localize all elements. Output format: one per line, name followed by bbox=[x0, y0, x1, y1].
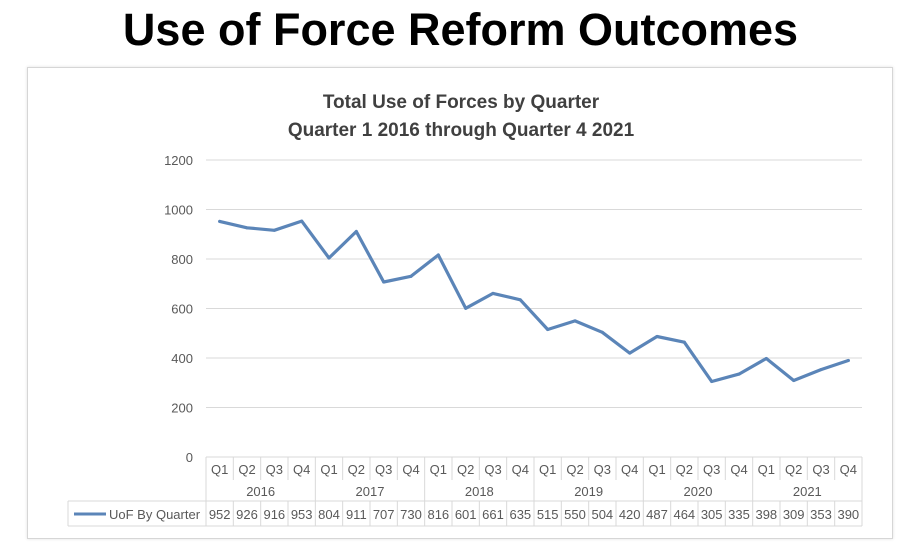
x-tick-label-quarter: Q3 bbox=[266, 462, 283, 477]
data-label: 464 bbox=[673, 507, 695, 522]
x-tick-label-quarter: Q3 bbox=[594, 462, 611, 477]
data-point bbox=[272, 228, 276, 232]
data-point bbox=[600, 330, 604, 334]
data-point bbox=[300, 219, 304, 223]
data-label: 398 bbox=[755, 507, 777, 522]
data-label: 953 bbox=[291, 507, 313, 522]
y-tick-label: 400 bbox=[171, 351, 193, 366]
data-label: 661 bbox=[482, 507, 504, 522]
data-label: 911 bbox=[346, 507, 367, 522]
y-tick-label: 1200 bbox=[164, 153, 193, 168]
x-tick-label-quarter: Q2 bbox=[785, 462, 802, 477]
x-tick-label-quarter: Q2 bbox=[348, 462, 365, 477]
y-tick-label: 1000 bbox=[164, 203, 193, 218]
x-tick-label-year: 2017 bbox=[356, 484, 385, 499]
data-point bbox=[245, 226, 249, 230]
data-label: 353 bbox=[810, 507, 832, 522]
data-label: 504 bbox=[591, 507, 613, 522]
data-point bbox=[792, 379, 796, 383]
x-tick-label-year: 2016 bbox=[246, 484, 275, 499]
data-point bbox=[518, 298, 522, 302]
slide-title: Use of Force Reform Outcomes bbox=[122, 4, 799, 55]
data-label: 515 bbox=[537, 507, 559, 522]
data-label: 601 bbox=[455, 507, 477, 522]
x-tick-label-quarter: Q3 bbox=[812, 462, 829, 477]
x-tick-label-quarter: Q3 bbox=[703, 462, 720, 477]
data-point bbox=[846, 358, 850, 362]
x-tick-label-quarter: Q4 bbox=[730, 462, 747, 477]
data-point bbox=[546, 328, 550, 332]
y-tick-label: 0 bbox=[186, 450, 193, 465]
data-label: 816 bbox=[427, 507, 449, 522]
x-tick-label-quarter: Q4 bbox=[840, 462, 857, 477]
x-tick-label-quarter: Q4 bbox=[402, 462, 419, 477]
x-tick-label-quarter: Q2 bbox=[566, 462, 583, 477]
x-tick-label-quarter: Q3 bbox=[375, 462, 392, 477]
y-tick-label: 200 bbox=[171, 401, 193, 416]
chart-frame: Total Use of Forces by Quarter Quarter 1… bbox=[27, 67, 893, 539]
data-point bbox=[218, 219, 222, 223]
x-tick-label-quarter: Q4 bbox=[293, 462, 310, 477]
y-axis: 0 200 400 600 800 1000 1200 bbox=[164, 153, 193, 465]
data-label: 487 bbox=[646, 507, 668, 522]
data-point bbox=[327, 256, 331, 260]
x-tick-label-year: 2019 bbox=[574, 484, 603, 499]
legend-label: UoF By Quarter bbox=[109, 507, 201, 522]
data-label: 804 bbox=[318, 507, 340, 522]
data-point bbox=[819, 368, 823, 372]
data-point bbox=[382, 280, 386, 284]
x-tick-label-quarter: Q2 bbox=[676, 462, 693, 477]
chart-subtitle: Quarter 1 2016 through Quarter 4 2021 bbox=[288, 120, 635, 141]
data-point bbox=[628, 351, 632, 355]
x-tick-label-quarter: Q1 bbox=[648, 462, 665, 477]
x-tick-label-quarter: Q2 bbox=[238, 462, 255, 477]
series-layer bbox=[218, 219, 850, 384]
data-point bbox=[764, 356, 768, 360]
x-tick-label-quarter: Q1 bbox=[430, 462, 447, 477]
data-point bbox=[682, 340, 686, 344]
x-tick-label-year: 2018 bbox=[465, 484, 494, 499]
x-tick-label-year: 2021 bbox=[793, 484, 822, 499]
data-label: 730 bbox=[400, 507, 422, 522]
x-tick-label-quarter: Q1 bbox=[539, 462, 556, 477]
gridlines bbox=[206, 159, 862, 458]
data-point bbox=[354, 230, 358, 234]
x-tick-label-quarter: Q4 bbox=[621, 462, 638, 477]
data-table: Q1 Q2 Q3 Q4 Q1 Q2 Q3 Q4 Q1 Q2 Q3 Q4 Q1 Q2 Q3 Q4 Q1 Q2 Q3 Q4… bbox=[67, 457, 863, 527]
y-tick-label: 800 bbox=[171, 252, 193, 267]
data-label: 420 bbox=[619, 507, 641, 522]
data-label: 952 bbox=[209, 507, 231, 522]
data-label: 926 bbox=[236, 507, 258, 522]
data-point bbox=[655, 334, 659, 338]
x-tick-label-year: 2020 bbox=[684, 484, 713, 499]
x-tick-label-quarter: Q2 bbox=[457, 462, 474, 477]
data-label: 916 bbox=[263, 507, 285, 522]
data-label: 707 bbox=[373, 507, 395, 522]
data-label: 390 bbox=[837, 507, 859, 522]
data-label: 335 bbox=[728, 507, 750, 522]
data-label: 550 bbox=[564, 507, 586, 522]
series-line-uof-by-quarter bbox=[218, 219, 850, 384]
data-point bbox=[737, 372, 741, 376]
line-chart: Total Use of Forces by Quarter Quarter 1… bbox=[67, 92, 863, 527]
x-tick-label-quarter: Q1 bbox=[758, 462, 775, 477]
data-label: 309 bbox=[783, 507, 805, 522]
data-point bbox=[573, 319, 577, 323]
data-point bbox=[436, 253, 440, 257]
x-tick-label-quarter: Q1 bbox=[320, 462, 337, 477]
data-point bbox=[491, 291, 495, 295]
x-tick-label-quarter: Q3 bbox=[484, 462, 501, 477]
chart-title: Total Use of Forces by Quarter bbox=[323, 92, 600, 113]
data-label: 305 bbox=[701, 507, 723, 522]
y-tick-label: 600 bbox=[171, 302, 193, 317]
x-tick-label-quarter: Q4 bbox=[512, 462, 529, 477]
data-point bbox=[710, 380, 714, 384]
data-point bbox=[464, 306, 468, 310]
data-point bbox=[409, 274, 413, 278]
data-label: 635 bbox=[509, 507, 531, 522]
x-tick-label-quarter: Q1 bbox=[211, 462, 228, 477]
